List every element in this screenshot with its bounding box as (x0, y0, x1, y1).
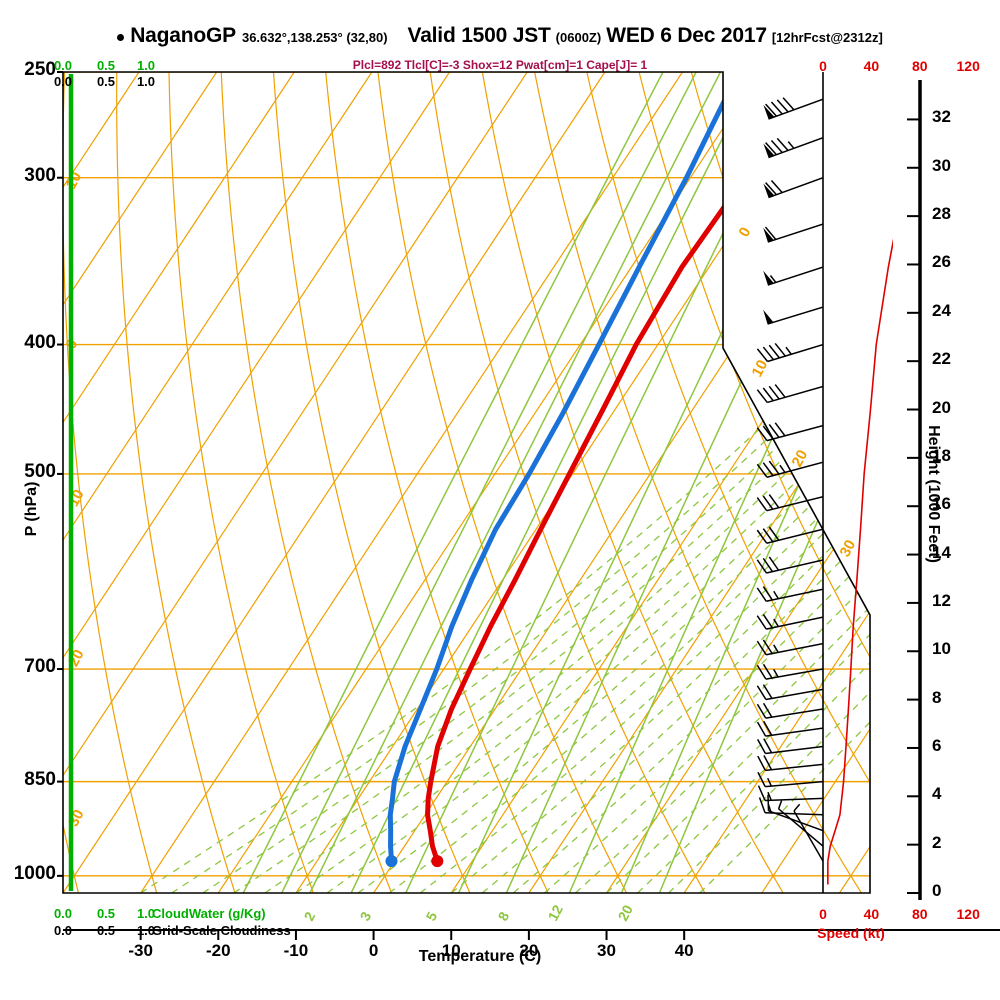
height-tick-28: 28 (932, 204, 951, 224)
svg-text:20: 20 (789, 447, 812, 470)
cloudiness-tick-top-0: 0.0 (53, 74, 73, 89)
plot-background (63, 72, 870, 893)
svg-text:3: 3 (357, 909, 375, 924)
grid-lines (63, 72, 870, 893)
svg-text:30: 30 (837, 537, 860, 560)
height-tick-16: 16 (932, 494, 951, 514)
valid-zulu: (0600Z) (555, 30, 602, 45)
temperature-tick-40: 40 (674, 941, 694, 960)
pressure-tick-500: 500 (24, 460, 56, 482)
speed-tick-top-80: 80 (912, 58, 928, 74)
cloudiness-tick-bot-2: 1.0 (136, 923, 156, 938)
height-tick-2: 2 (932, 832, 942, 852)
station-coords: 36.632°,138.253° (32,80) (241, 30, 388, 45)
svg-text:5: 5 (423, 909, 441, 924)
temperature-tick-0: 0 (368, 941, 379, 960)
sounding-indices: Plcl=892 Tlcl[C]=-3 Shox=12 Pwat[cm]=1 C… (352, 58, 648, 72)
height-tick-10: 10 (932, 639, 951, 659)
height-tick-8: 8 (932, 687, 942, 707)
speed-axis-label: Speed (kt) (817, 925, 885, 941)
speed-tick-bot-0: 0 (819, 906, 827, 922)
temperature-tick--10: -10 (283, 941, 309, 960)
cloudiness-tick-bot-1: 0.5 (96, 923, 116, 938)
speed-tick-bot-80: 80 (912, 906, 928, 922)
pressure-tick-250: 250 (24, 59, 56, 80)
temperature-tick-30: 30 (597, 941, 616, 960)
height-tick-6: 6 (932, 735, 942, 755)
svg-text:20: 20 (615, 902, 637, 923)
figure-header: NaganoGP 36.632°,138.253° (32,80) Valid 15… (0, 24, 1000, 48)
cloudwater-tick-top-0: 0.0 (53, 58, 73, 73)
height-tick-0: 0 (932, 881, 942, 900)
cloudwater-axis-label: CloudWater (g/Kg) (152, 906, 266, 921)
height-tick-30: 30 (932, 155, 951, 175)
pressure-tick-700: 700 (24, 656, 56, 678)
valid-time: Valid 1500 JST (407, 24, 551, 47)
pressure-tick-marks (57, 71, 63, 877)
svg-text:12: 12 (545, 902, 567, 923)
temperature-tick-10: 10 (441, 941, 461, 960)
svg-text:8: 8 (495, 909, 513, 924)
temperature-tick-20: 20 (519, 941, 539, 960)
svg-text:2: 2 (301, 909, 319, 924)
station-name: NaganoGP (130, 24, 236, 47)
svg-text:0: 0 (736, 225, 755, 240)
height-tick-14: 14 (932, 542, 951, 562)
height-tick-12: 12 (932, 590, 951, 610)
plot-frame (62, 71, 871, 894)
speed-tick-top-0: 0 (819, 58, 827, 74)
cloudwater-tick-bot-1: 0.5 (96, 906, 116, 921)
speed-tick-bot-40: 40 (863, 906, 880, 922)
temperature-tick--20: -20 (205, 941, 231, 960)
temperature-tick-marks (63, 929, 1000, 940)
pressure-tick-850: 850 (24, 768, 56, 790)
speed-tick-bot-120: 120 (956, 906, 980, 922)
forecast-tag: [12hrFcst@2312z] (771, 30, 883, 45)
cloudiness-tick-bot-0: 0.0 (53, 923, 73, 938)
cloudwater-tick-bot-2: 1.0 (136, 906, 156, 921)
sounding-curves (385, 96, 823, 868)
temperature-tick--30: -30 (128, 941, 153, 960)
wind-speed-curve (827, 238, 893, 885)
height-tick-20: 20 (932, 397, 951, 417)
pressure-tick-400: 400 (24, 331, 56, 353)
station-marker-icon (117, 34, 125, 42)
height-tick-marks (907, 118, 920, 894)
speed-tick-top-120: 120 (956, 58, 980, 74)
pressure-tick-1000: 1000 (13, 862, 56, 884)
height-tick-18: 18 (932, 445, 951, 465)
valid-date: WED 6 Dec 2017 (606, 24, 767, 47)
cloudiness-tick-top-1: 0.5 (96, 74, 116, 89)
cloudwater-tick-bot-0: 0.0 (53, 906, 73, 921)
cloudiness-axis-label: Grid-Scale Cloudiness (152, 923, 291, 938)
temperature-axis-label: Temperature (C) (418, 948, 542, 965)
height-tick-4: 4 (932, 784, 942, 804)
height-tick-24: 24 (932, 300, 951, 320)
height-tick-26: 26 (932, 252, 951, 272)
svg-text:10: 10 (749, 357, 772, 380)
speed-tick-top-40: 40 (863, 58, 880, 74)
height-tick-32: 32 (932, 107, 951, 127)
cloudwater-tick-top-2: 1.0 (136, 58, 156, 73)
cloudiness-tick-top-2: 1.0 (136, 74, 156, 89)
wind-barbs (756, 97, 823, 862)
height-tick-22: 22 (932, 349, 951, 369)
pressure-tick-300: 300 (24, 164, 56, 186)
svg-text:10: 10 (63, 169, 86, 192)
cloudwater-tick-top-1: 0.5 (96, 58, 116, 73)
